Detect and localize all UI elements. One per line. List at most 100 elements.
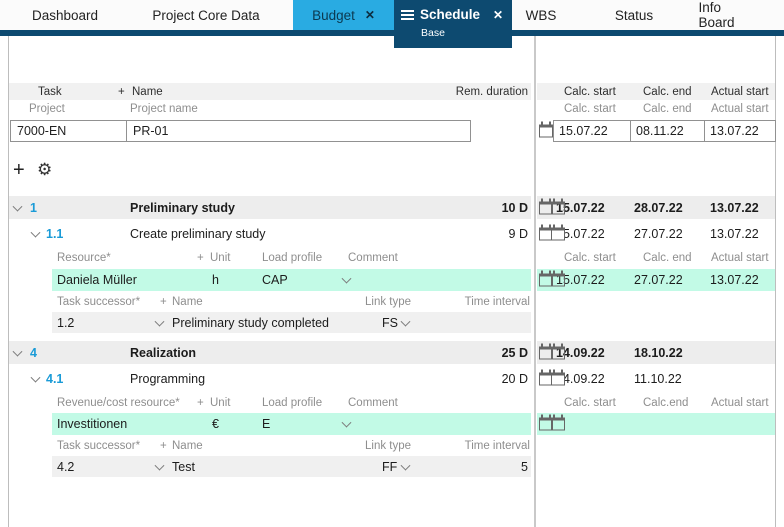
chevron-down-icon[interactable] — [341, 273, 352, 284]
successor-name-cell[interactable]: Preliminary study completed — [172, 315, 330, 330]
date-value: 15.07.22 — [559, 124, 608, 138]
col-calc-start: Calc. start — [564, 85, 616, 98]
successor-id-cell[interactable]: 1.2 — [57, 315, 75, 330]
task-name[interactable]: Realization — [130, 345, 196, 360]
calendar-icon[interactable] — [551, 270, 566, 287]
load-profile-cell[interactable]: E — [262, 417, 271, 431]
resource-name-cell[interactable]: Investitionen — [57, 417, 128, 431]
task-name[interactable]: Preliminary study — [130, 200, 235, 215]
calc-end-cell[interactable]: 27.07.22 — [634, 226, 683, 241]
unit-cell[interactable]: h — [212, 273, 219, 287]
calc-end-cell[interactable]: 18.10.22 — [634, 345, 683, 360]
successor-row[interactable]: 1.2 Preliminary study completed FS — [52, 312, 531, 333]
tab-info-board[interactable]: Info Board — [699, 0, 756, 30]
col-load-profile: Load profile — [262, 396, 323, 409]
calc-end-cell[interactable]: 11.10.22 — [634, 371, 682, 386]
successor-row[interactable]: 4.2 Test FF 5 — [52, 456, 531, 477]
calendar-icon[interactable] — [539, 270, 553, 287]
calendar-icon[interactable] — [539, 343, 553, 359]
calendar-icon[interactable] — [539, 121, 553, 138]
col-calc-start-sub: Calc. start — [564, 251, 616, 264]
close-icon[interactable]: ✕ — [364, 8, 375, 22]
panel-splitter[interactable] — [534, 36, 536, 527]
task-rem-duration[interactable]: 10 D — [501, 200, 528, 215]
tab-dashboard[interactable]: Dashboard — [32, 0, 98, 30]
add-column-icon[interactable]: + — [197, 396, 204, 409]
calendar-icon[interactable] — [551, 369, 566, 385]
resource-row[interactable]: Daniela Müller h CAP — [52, 269, 531, 291]
chevron-down-icon[interactable] — [400, 316, 411, 327]
tab-label: Status — [614, 7, 654, 23]
project-calc-end-field[interactable]: 08.11.22 — [630, 120, 705, 142]
successor-name-cell[interactable]: Test — [172, 459, 195, 474]
add-column-icon[interactable]: + — [197, 251, 204, 264]
chevron-down-icon[interactable] — [30, 227, 41, 238]
calendar-icon[interactable] — [551, 224, 566, 240]
col-calc-end: Calc. end — [643, 85, 692, 98]
project-name-field[interactable]: PR-01 — [126, 121, 470, 141]
tab-label: WBS — [525, 7, 557, 23]
add-column-icon[interactable]: + — [160, 296, 167, 308]
calc-start-cell[interactable]: 15.07.22 — [556, 226, 605, 241]
task-row[interactable]: 4.1 Programming 20 D — [9, 367, 531, 390]
col-calc-start-sub: Calc. start — [564, 103, 616, 115]
calc-start-cell[interactable]: 15.07.22 — [556, 200, 605, 215]
resource-name-cell[interactable]: Daniela Müller — [57, 273, 137, 287]
successor-id-cell[interactable]: 4.2 — [57, 459, 75, 474]
tab-budget[interactable]: Budget ✕ — [293, 0, 394, 30]
chevron-down-icon[interactable] — [400, 460, 411, 471]
link-type-cell[interactable]: FF — [382, 459, 398, 474]
tab-wbs[interactable]: WBS — [526, 0, 557, 30]
calendar-icon[interactable] — [539, 414, 553, 431]
actual-start-cell[interactable]: 13.07.22 — [710, 226, 759, 241]
tab-project-core-data[interactable]: Project Core Data — [152, 0, 259, 30]
task-dates-row: 15.07.22 27.07.22 13.07.22 — [537, 222, 775, 245]
calendar-icon[interactable] — [551, 343, 566, 359]
actual-start-cell[interactable]: 13.07.22 — [710, 200, 759, 215]
project-input-row: 7000-EN PR-01 — [9, 119, 531, 143]
col-resource: Resource* — [57, 251, 111, 264]
calendar-icon[interactable] — [551, 414, 566, 431]
load-profile-cell[interactable]: CAP — [262, 273, 288, 287]
resource-row[interactable]: Investitionen € E — [52, 413, 531, 435]
task-rem-duration[interactable]: 25 D — [501, 345, 528, 360]
chevron-down-icon[interactable] — [154, 316, 165, 327]
calc-end-cell[interactable]: 28.07.22 — [634, 200, 683, 215]
calc-start-cell[interactable]: 15.07.22 — [556, 273, 605, 287]
menu-icon[interactable] — [401, 10, 414, 21]
chevron-down-icon[interactable] — [30, 372, 41, 383]
add-column-icon[interactable]: + — [118, 85, 125, 98]
calc-start-cell[interactable]: 14.09.22 — [556, 345, 605, 360]
chevron-down-icon[interactable] — [12, 346, 23, 357]
gear-icon[interactable]: ⚙ — [37, 160, 53, 179]
calendar-icon[interactable] — [539, 198, 553, 214]
add-column-icon[interactable]: + — [160, 440, 167, 452]
calc-start-cell[interactable]: 14.09.22 — [556, 371, 605, 386]
task-wbs: 4 — [30, 345, 37, 360]
close-icon[interactable]: ✕ — [492, 8, 503, 22]
task-row[interactable]: 1 Preliminary study 10 D — [9, 196, 531, 219]
chevron-down-icon[interactable] — [341, 417, 352, 428]
time-interval-cell[interactable]: 5 — [521, 459, 528, 474]
calc-end-cell[interactable]: 27.07.22 — [634, 273, 683, 287]
task-row[interactable]: 1.1 Create preliminary study 9 D — [9, 222, 531, 245]
tab-status[interactable]: Status — [615, 0, 653, 30]
calendar-icon[interactable] — [551, 198, 566, 214]
task-name[interactable]: Programming — [130, 371, 206, 386]
actual-start-cell[interactable]: 13.07.22 — [710, 273, 759, 287]
task-rem-duration[interactable]: 20 D — [501, 371, 528, 386]
unit-cell[interactable]: € — [212, 417, 219, 431]
link-type-cell[interactable]: FS — [382, 315, 398, 330]
task-name[interactable]: Create preliminary study — [130, 226, 266, 241]
task-row[interactable]: 4 Realization 25 D — [9, 341, 531, 364]
project-actual-start-field[interactable]: 13.07.22 — [704, 120, 776, 142]
project-calc-start-field[interactable]: 15.07.22 — [553, 120, 631, 142]
add-icon[interactable]: + — [13, 159, 25, 181]
col-unit: Unit — [210, 396, 231, 409]
task-rem-duration[interactable]: 9 D — [508, 226, 528, 241]
project-id-field[interactable]: 7000-EN — [17, 124, 67, 138]
chevron-down-icon[interactable] — [154, 460, 165, 471]
tab-schedule[interactable]: Schedule Base ✕ — [394, 0, 512, 48]
chevron-down-icon[interactable] — [12, 201, 23, 212]
